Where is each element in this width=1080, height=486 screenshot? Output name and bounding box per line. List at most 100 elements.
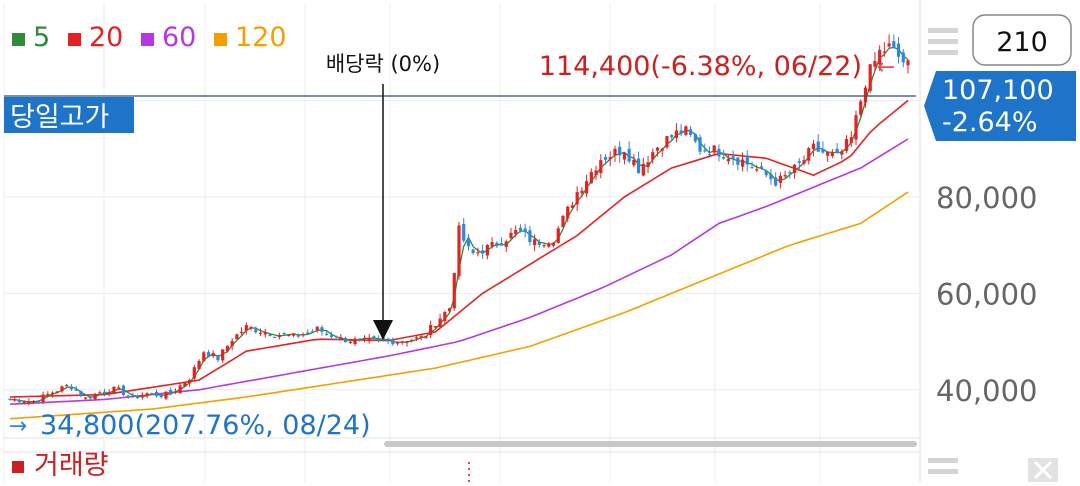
- candle-body: [774, 177, 778, 186]
- candle-body: [547, 243, 551, 247]
- candle-body: [13, 399, 17, 401]
- candle: [358, 338, 362, 342]
- candle: [481, 244, 485, 259]
- candle: [22, 400, 26, 405]
- candle: [736, 156, 740, 171]
- candle: [684, 125, 688, 136]
- candle: [641, 157, 645, 177]
- candle-body: [736, 157, 740, 165]
- candle-body: [807, 148, 811, 161]
- candle-body: [844, 139, 849, 151]
- candle: [296, 333, 300, 338]
- candle: [117, 384, 121, 391]
- candle: [566, 205, 570, 223]
- candle-body: [244, 325, 248, 331]
- candle-body: [46, 393, 50, 396]
- candle-body: [339, 337, 343, 340]
- candle-body: [79, 391, 83, 397]
- candle-body: [169, 390, 173, 393]
- today-high-label: 당일고가: [10, 102, 109, 133]
- candle-body: [641, 163, 645, 176]
- candle: [811, 139, 816, 157]
- candle: [892, 34, 896, 49]
- candle-body: [154, 391, 159, 396]
- candle: [547, 241, 551, 248]
- candle: [740, 152, 745, 172]
- candle: [722, 150, 726, 160]
- candle-body: [481, 250, 485, 254]
- candle: [348, 338, 352, 344]
- candle-body: [329, 335, 333, 338]
- candle-body: [98, 392, 102, 394]
- candle-body: [159, 395, 163, 398]
- candle-body: [310, 331, 315, 333]
- candle: [622, 152, 627, 165]
- candle-body: [225, 345, 230, 352]
- volume-label: 거래량: [34, 450, 109, 481]
- candle-body: [622, 153, 627, 160]
- candle-body: [362, 338, 367, 340]
- hamburger-icon[interactable]: [928, 28, 958, 55]
- candle-body: [121, 385, 126, 395]
- candle: [844, 135, 849, 154]
- candle-body: [216, 354, 220, 361]
- candle-body: [22, 401, 26, 404]
- candle-body: [542, 245, 546, 247]
- candle: [556, 226, 560, 244]
- candle-body: [518, 227, 523, 231]
- candle: [726, 155, 730, 165]
- candle-body: [826, 151, 830, 156]
- period-input[interactable]: [972, 14, 1072, 66]
- candle: [230, 338, 234, 351]
- candle-body: [599, 160, 603, 174]
- candle-body: [637, 158, 641, 174]
- candle: [750, 161, 754, 169]
- candle-body: [69, 386, 74, 390]
- candle: [835, 142, 839, 154]
- candle-body: [759, 166, 764, 168]
- candle-body: [419, 336, 423, 338]
- candle: [258, 328, 263, 336]
- horizontal-scrollbar[interactable]: [384, 441, 917, 447]
- candle: [783, 170, 787, 178]
- close-icon[interactable]: [1028, 458, 1058, 482]
- candle-body: [580, 190, 584, 193]
- candle: [660, 147, 664, 157]
- candle-body: [372, 336, 376, 339]
- candle-body: [575, 192, 579, 205]
- candle: [60, 385, 64, 393]
- candle: [896, 36, 901, 64]
- candle-body: [670, 135, 674, 138]
- candle: [764, 169, 768, 178]
- candle: [395, 341, 400, 346]
- candle: [518, 224, 523, 233]
- candle-body: [462, 224, 466, 241]
- candle-body: [117, 387, 121, 389]
- candle: [405, 341, 409, 347]
- candle: [731, 150, 735, 166]
- candle-body: [717, 148, 721, 157]
- candle-body: [150, 393, 154, 395]
- dividend-arrow-head: [373, 320, 393, 340]
- candle-body: [660, 148, 664, 151]
- candle-body: [570, 205, 575, 208]
- candle: [769, 168, 773, 185]
- candle: [410, 338, 414, 343]
- candle-body: [8, 398, 12, 400]
- candle: [136, 394, 140, 399]
- candle: [140, 392, 144, 400]
- candle-body: [230, 341, 234, 347]
- candle: [499, 237, 504, 246]
- candle-body: [377, 339, 381, 341]
- candle: [693, 133, 697, 144]
- ma-legend: 5 20 60 120: [12, 22, 287, 53]
- volume-hamburger-icon[interactable]: [928, 458, 958, 474]
- candle: [514, 225, 518, 238]
- candle: [561, 214, 565, 228]
- candle: [707, 146, 712, 157]
- candle: [27, 398, 31, 406]
- candle: [452, 272, 456, 311]
- candle-body: [17, 400, 22, 403]
- candle: [840, 149, 844, 160]
